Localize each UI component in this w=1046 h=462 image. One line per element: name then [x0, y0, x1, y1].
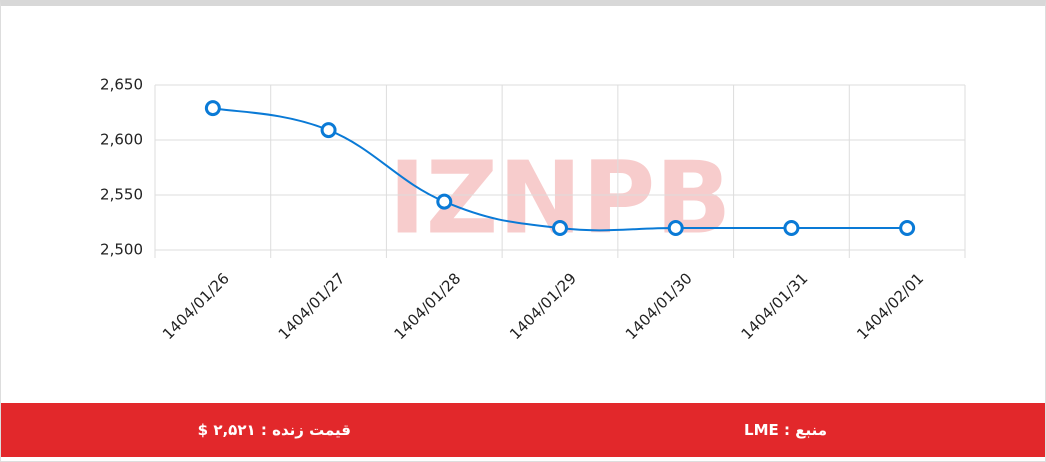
x-tick-label: 1404/02/01 — [853, 269, 927, 343]
y-tick-label: 2,600 — [100, 131, 143, 149]
x-tick-label: 1404/01/31 — [738, 269, 812, 343]
footer-bar: قیمت زنده : ۲,۵۲۱ $ منبع : LME — [1, 403, 1045, 457]
point — [436, 193, 453, 210]
point — [204, 100, 221, 117]
y-tick-label: 2,650 — [100, 76, 143, 94]
x-tick-label: 1404/01/29 — [506, 269, 580, 343]
point — [667, 220, 684, 236]
y-tick-label: 2,500 — [100, 241, 143, 259]
x-tick-label: 1404/01/28 — [390, 269, 464, 343]
x-tick-label: 1404/01/30 — [622, 269, 696, 343]
source: منبع : LME — [744, 421, 827, 439]
y-tick-label: 2,550 — [100, 186, 143, 204]
x-tick-label: 1404/01/26 — [159, 269, 233, 343]
x-tick-label: 1404/01/27 — [275, 269, 349, 343]
point — [899, 220, 916, 236]
point — [320, 122, 337, 139]
point — [552, 220, 568, 236]
point — [783, 220, 800, 236]
live-price: قیمت زنده : ۲,۵۲۱ $ — [197, 421, 351, 439]
